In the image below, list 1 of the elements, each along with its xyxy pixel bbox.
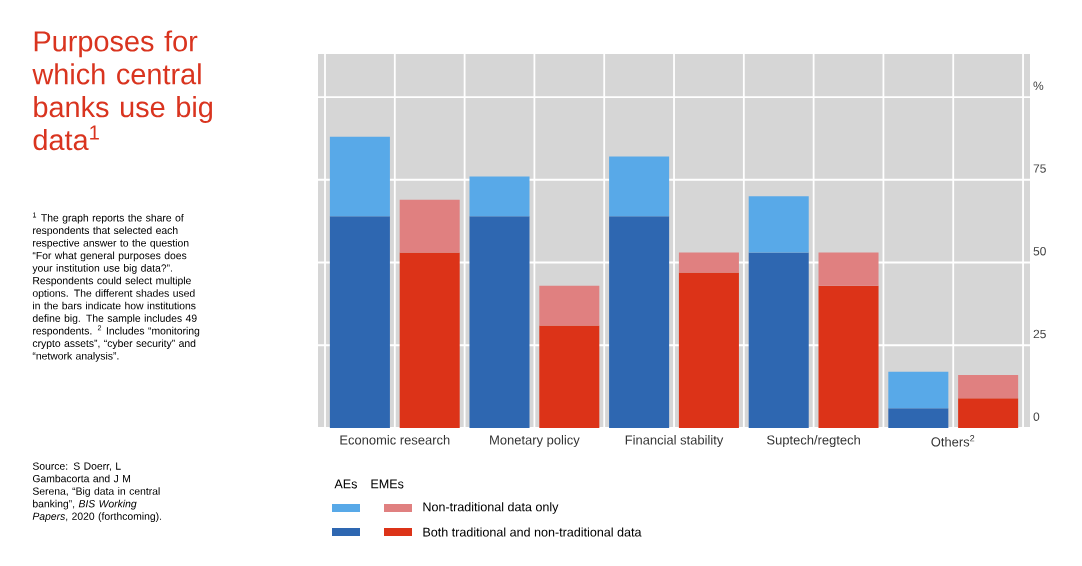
text: Purposes for which central banks use big data$^{1}$ bbox=[32, 30, 212, 151]
